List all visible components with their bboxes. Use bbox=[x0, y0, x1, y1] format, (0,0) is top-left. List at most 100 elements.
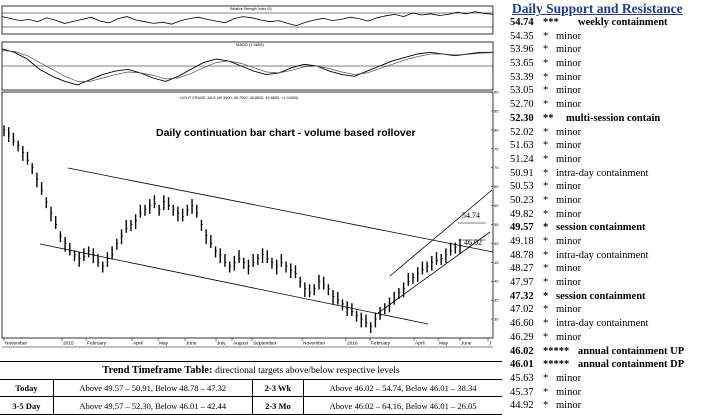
sr-level-stars: * bbox=[543, 400, 549, 412]
x-tick-label: November bbox=[5, 341, 28, 347]
sr-level-desc: minor bbox=[556, 71, 582, 83]
x-tick-label: September bbox=[253, 341, 277, 347]
sr-level-value: 53.05 bbox=[510, 85, 534, 97]
sr-level-value: 50.91 bbox=[510, 167, 534, 179]
trend-table-title: Trend Timeframe Table: directional targe… bbox=[0, 361, 502, 380]
channel-upper-line bbox=[67, 167, 494, 253]
sr-level-stars: * bbox=[543, 126, 549, 138]
sr-level-desc: multi-session contain bbox=[566, 112, 661, 124]
channel-lower-line bbox=[39, 243, 429, 325]
sr-level-desc: annual containment UP bbox=[578, 345, 685, 357]
sr-level-row: 45.63 * minor bbox=[506, 372, 708, 386]
row-label: 2-3 Wk bbox=[251, 379, 305, 397]
rsi-title-label: Relative Strength Index (9) bbox=[230, 7, 272, 11]
sr-level-row: 53.39 * minor bbox=[506, 71, 708, 85]
sr-level-value: 50.23 bbox=[510, 194, 534, 206]
sr-level-stars: * bbox=[543, 44, 549, 56]
sr-level-row: 54.35 * minor bbox=[506, 30, 708, 44]
sr-level-value: 44.92 bbox=[510, 400, 534, 412]
sr-level-stars: * bbox=[543, 208, 549, 220]
sr-level-stars: * bbox=[543, 372, 549, 384]
sr-level-stars: * bbox=[543, 386, 549, 398]
row-value: Above 46.02 – 64.16, Below 46.01 – 26.05 bbox=[303, 396, 502, 415]
sr-level-value: 51.24 bbox=[510, 153, 534, 165]
y-tick-label: 85 bbox=[494, 108, 499, 113]
x-tick-label: February bbox=[371, 341, 391, 347]
sr-level-desc: minor bbox=[556, 304, 582, 316]
sr-level-value: 45.63 bbox=[510, 372, 534, 384]
sr-level-stars: ** bbox=[543, 112, 554, 124]
x-tick-label: J bbox=[489, 341, 492, 347]
sr-level-value: 47.02 bbox=[510, 304, 534, 316]
row-label: Today bbox=[0, 379, 54, 397]
x-tick-label: November bbox=[303, 341, 326, 347]
sr-level-stars: * bbox=[543, 277, 549, 289]
sr-level-row: 48.78 * intra-day containment bbox=[506, 249, 708, 263]
sr-level-row: 52.30 ** multi-session contain bbox=[506, 112, 708, 126]
price-chart: Relative Strength Index (9) MACD (7.9608)… bbox=[1, 5, 499, 348]
sr-level-desc: minor bbox=[556, 181, 582, 193]
sr-level-row: 45.37 * minor bbox=[506, 386, 708, 400]
sr-level-desc: intra-day containment bbox=[556, 318, 649, 330]
sr-level-value: 52.70 bbox=[510, 99, 534, 111]
y-tick-label: 65 bbox=[494, 184, 499, 189]
sr-level-value: 52.30 bbox=[510, 112, 534, 124]
y-tick-label: 70 bbox=[494, 165, 499, 170]
sr-level-desc: session containment bbox=[556, 222, 646, 234]
sr-level-value: 48.78 bbox=[510, 249, 534, 261]
sr-level-desc: weekly containment bbox=[578, 17, 668, 28]
sr-level-value: 48.27 bbox=[510, 263, 534, 275]
support-resistance-panel: Daily Support and Resistance 54.74 *** wee… bbox=[506, 0, 708, 414]
sr-level-row: 49.57 * session containment bbox=[506, 221, 708, 235]
sr-level-desc: annual containment DP bbox=[578, 359, 685, 371]
sr-level-value: 49.18 bbox=[510, 236, 534, 247]
sr-level-row: 46.02 ***** annual containment UP bbox=[506, 345, 708, 359]
sr-level-stars: * bbox=[543, 167, 549, 179]
sr-level-desc: minor bbox=[556, 208, 582, 220]
price-legend-label: LIGHT CRUDE JUL6 (49.3500, 49.7500, 48.8… bbox=[180, 96, 299, 100]
sr-level-value: 49.82 bbox=[510, 208, 534, 220]
x-tick-label: June bbox=[461, 341, 472, 347]
y-tick-label: 35 bbox=[494, 298, 499, 303]
sr-level-stars: * bbox=[543, 85, 549, 97]
trend-table-title-main: Trend Timeframe Table: bbox=[102, 365, 213, 376]
sr-level-row: 44.92 * minor bbox=[506, 399, 708, 413]
sr-level-stars: * bbox=[543, 194, 549, 206]
sr-level-stars: * bbox=[543, 99, 549, 111]
rsi-panel-frame bbox=[1, 5, 494, 35]
sr-level-desc: minor bbox=[556, 372, 582, 384]
y-tick-label: 90 bbox=[494, 90, 499, 95]
x-tick-label: August bbox=[233, 341, 249, 347]
x-tick-label: June bbox=[186, 341, 197, 347]
sr-level-desc: minor bbox=[556, 153, 582, 165]
sr-level-desc: intra-day containment bbox=[556, 167, 649, 179]
row-value: Above 49.57 – 52.30, Below 46.01 – 42.44 bbox=[53, 396, 253, 415]
sr-level-row: 46.60 * intra-day containment bbox=[506, 317, 708, 331]
sr-level-row: 53.65 * minor bbox=[506, 57, 708, 71]
macd-title-label: MACD (7.9608) bbox=[236, 42, 264, 47]
sr-level-value: 46.01 bbox=[510, 359, 534, 371]
x-tick-label: July bbox=[217, 341, 226, 347]
sr-level-value: 47.97 bbox=[510, 277, 534, 289]
sr-level-stars: ***** bbox=[543, 359, 570, 371]
sr-level-value: 51.63 bbox=[510, 140, 534, 152]
sr-level-desc: session containment bbox=[556, 290, 646, 302]
x-tick-label: April bbox=[415, 341, 425, 347]
price-panel-frame bbox=[1, 91, 494, 339]
sr-level-value: 54.35 bbox=[510, 30, 534, 42]
sr-level-stars: ***** bbox=[543, 345, 570, 357]
x-tick-label: April bbox=[133, 341, 143, 347]
rsi-line bbox=[1, 11, 494, 27]
sr-level-stars: * bbox=[543, 181, 549, 193]
uptrend-upper-line bbox=[389, 189, 493, 277]
y-tick-label: 50 bbox=[494, 241, 499, 246]
sr-level-row: 53.05 * minor bbox=[506, 84, 708, 98]
sr-level-row: 51.24 * minor bbox=[506, 153, 708, 167]
sr-level-row: 53.96 * minor bbox=[506, 43, 708, 57]
sr-level-row: 54.74 *** weekly containment bbox=[506, 16, 708, 30]
macd-series-line bbox=[1, 50, 494, 82]
sr-level-desc: minor bbox=[556, 44, 582, 56]
row-value: Above 46.02 – 54.74, Below 46.01 – 38.34 bbox=[303, 379, 502, 397]
sr-level-row: 46.29 * minor bbox=[506, 331, 708, 345]
trend-table-subtitle: directional targets above/below respecti… bbox=[215, 366, 400, 376]
